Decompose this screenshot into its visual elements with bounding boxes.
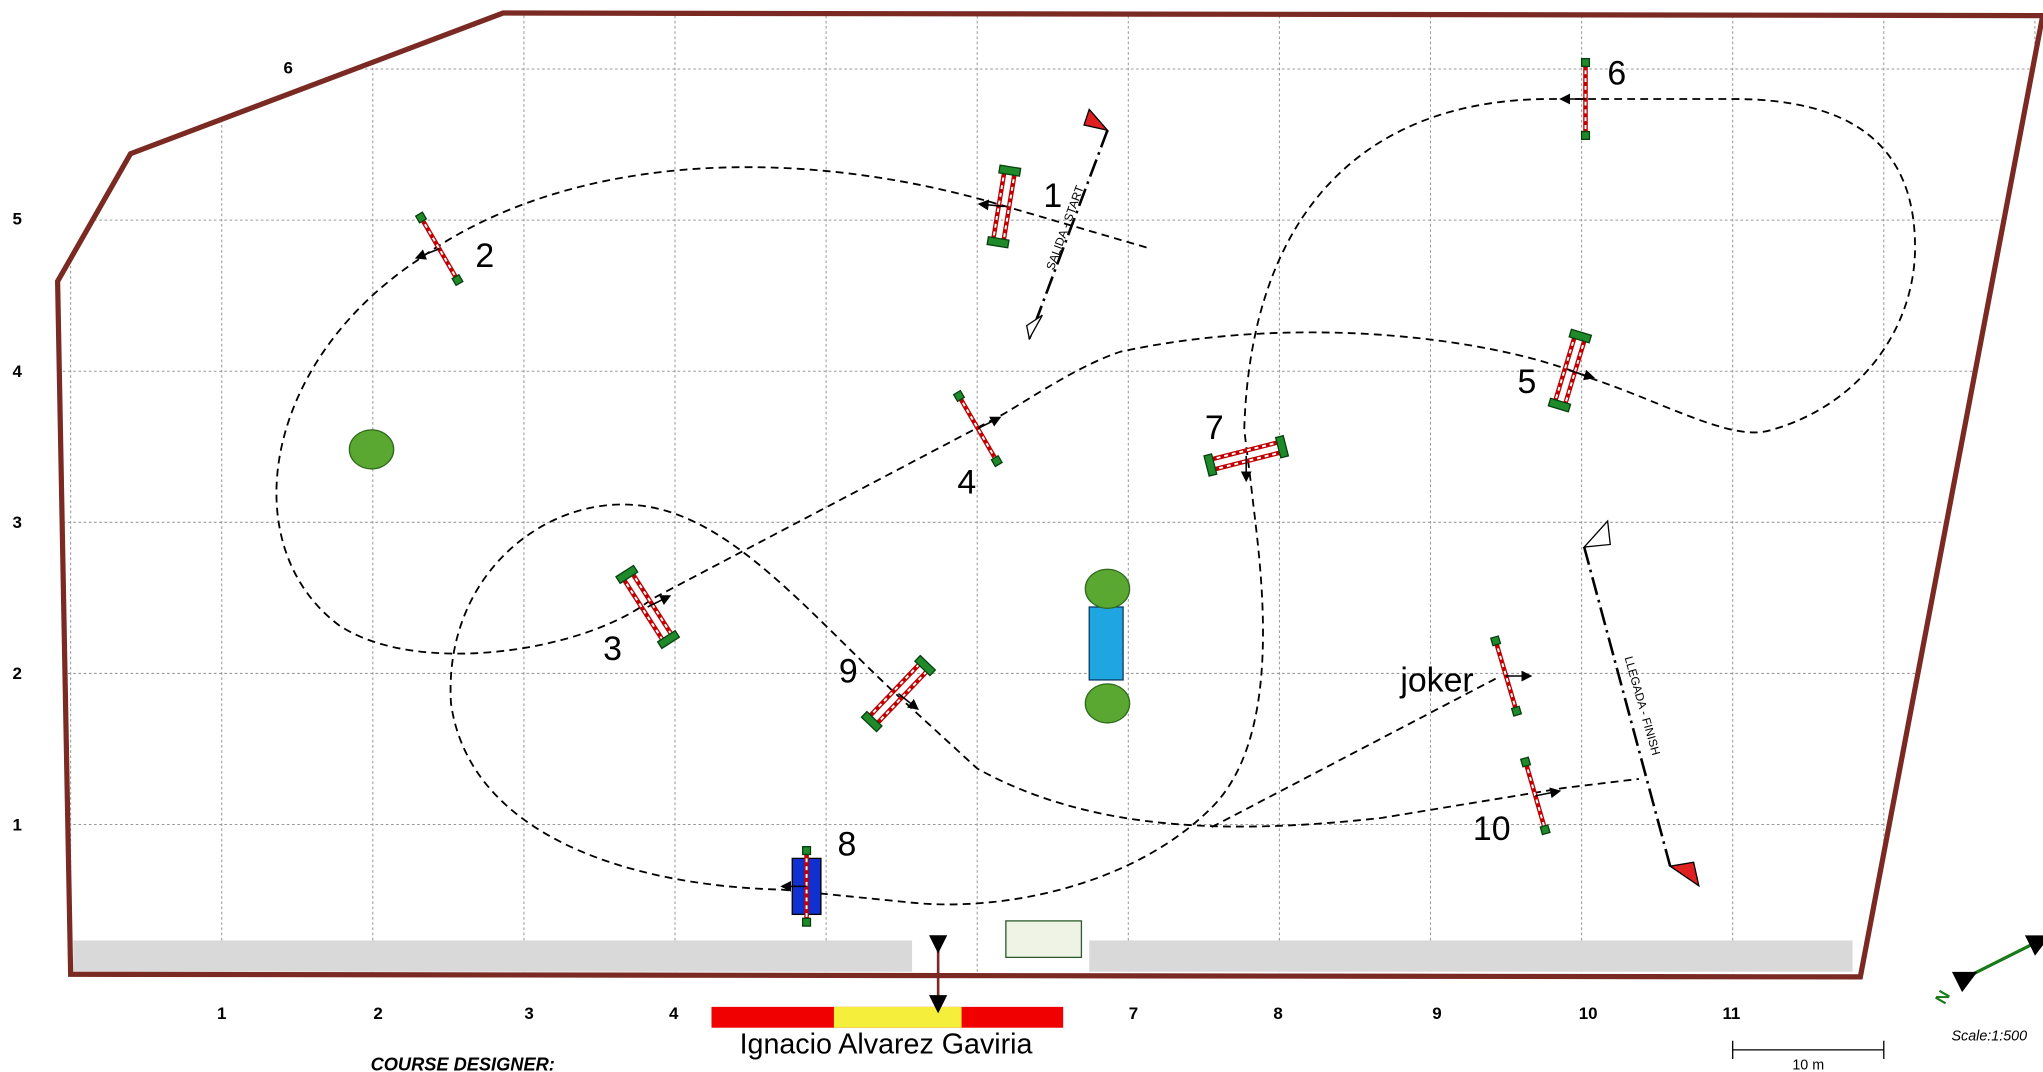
fence-rail-stripe [958, 395, 998, 462]
fence [860, 654, 937, 733]
fence-standard [414, 211, 428, 224]
scale-bar-label: 10 m [1792, 1057, 1824, 1072]
fence-label: 1 [1043, 177, 1062, 215]
water [1088, 606, 1124, 681]
fence-direction-arrow [414, 248, 440, 260]
fence-rail [1211, 449, 1284, 473]
fence-standard [451, 273, 464, 287]
fence-standard [1203, 453, 1218, 477]
fence-rail [1208, 439, 1282, 463]
x-grid-label: 10 [1579, 1004, 1598, 1023]
fence-label: 5 [1517, 363, 1536, 401]
fence [1203, 434, 1290, 477]
fence-direction-arrow [977, 416, 1002, 430]
fence-standard [615, 564, 639, 585]
fence-standard [656, 629, 681, 650]
designer-name: Ignacio Alvarez Gaviria [740, 1029, 1033, 1061]
fence-standard [998, 164, 1022, 177]
stand-right [1089, 940, 1853, 972]
banner-yellow [833, 1006, 962, 1028]
x-grid-label: 3 [524, 1004, 533, 1023]
trees [348, 429, 1131, 724]
x-grid-label: 7 [1129, 1004, 1138, 1023]
x-grid-label: 8 [1273, 1004, 1282, 1023]
y-grid-label: 3 [13, 513, 22, 532]
fence-direction-arrow [647, 595, 672, 608]
judge-box [1005, 920, 1083, 959]
start-flag-white [1025, 314, 1043, 341]
fence-direction-arrow [1535, 787, 1562, 799]
fence-direction-arrow [977, 199, 1004, 211]
fence-standard [1539, 824, 1551, 836]
arena-border [54, 10, 2043, 980]
finish-flag-red [1668, 861, 1700, 888]
fence-label: 6 [1607, 54, 1626, 92]
fence-standard [990, 454, 1003, 468]
fence-standard [1547, 397, 1572, 413]
fence-label: 9 [839, 652, 858, 690]
x-grid-label: 2 [373, 1004, 382, 1023]
fence-label: 2 [475, 237, 494, 275]
fence-standard [913, 654, 937, 677]
y-grid-label: 2 [13, 664, 22, 683]
fence-standard [1489, 635, 1502, 647]
finish-line [1582, 546, 1672, 867]
fence-label: 4 [957, 463, 976, 501]
fence-standard [986, 235, 1010, 249]
fence-standard [1568, 328, 1593, 344]
corner-label: 6 [283, 59, 292, 78]
joker-path [1211, 676, 1499, 828]
fence-standard [802, 917, 812, 927]
fence-label: 8 [838, 826, 857, 864]
fence-rail [1000, 171, 1018, 244]
y-grid-label: 5 [13, 210, 22, 229]
fence-rail [1552, 333, 1578, 405]
fence-rail-stripe [867, 661, 923, 719]
north-arrow [1951, 935, 2043, 993]
fence-label: 3 [603, 630, 622, 668]
fence-standard [1274, 434, 1290, 459]
fence-standard [1519, 756, 1532, 768]
fence-standard [1580, 57, 1591, 68]
finish-flag-white [1582, 519, 1611, 548]
course-path [275, 98, 1916, 906]
fence-direction-arrow [1569, 369, 1596, 381]
fence-rail-stripe [621, 576, 665, 643]
x-grid-label: 11 [1722, 1004, 1740, 1023]
fence-label: 7 [1205, 409, 1224, 447]
fence-standard [1510, 705, 1523, 717]
scale-bar [1732, 1040, 1885, 1059]
scale-label: Scale:1:500 [1951, 1029, 2027, 1045]
fence-standard [860, 710, 883, 733]
fence-label: 10 [1473, 810, 1511, 848]
fence-label: joker [1399, 661, 1473, 699]
fence-rail-stripe [874, 668, 930, 726]
y-grid-label: 4 [13, 362, 23, 381]
fence-standard [1580, 130, 1591, 141]
fence-rail-stripe [630, 571, 674, 638]
designer-heading: COURSE DESIGNER: [371, 1053, 555, 1072]
fence-direction-arrow [897, 692, 919, 711]
start-line [1028, 129, 1109, 340]
x-grid-label: 9 [1432, 1004, 1441, 1023]
y-grid-label: 1 [13, 815, 22, 834]
x-grid-label: 4 [669, 1004, 679, 1023]
fence-standard [952, 389, 966, 403]
x-grid-label: 1 [217, 1004, 226, 1023]
stand-left [73, 940, 913, 972]
start-flag-red [1083, 108, 1110, 132]
fence-standard [802, 846, 812, 856]
